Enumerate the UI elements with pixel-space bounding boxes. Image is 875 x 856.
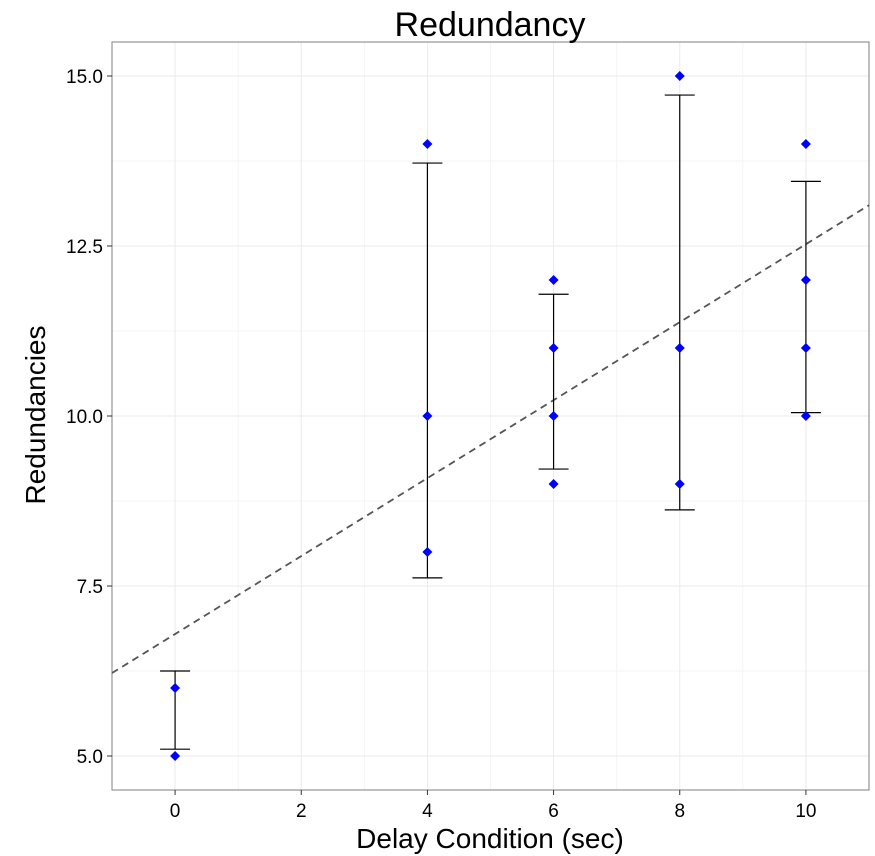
data-point [674, 343, 685, 353]
data-point [548, 411, 559, 421]
error-bar [790, 180, 821, 414]
x-tick-label: 4 [422, 801, 433, 822]
x-tick-label: 8 [674, 801, 685, 822]
error-bar [412, 162, 443, 579]
trend-line [111, 204, 870, 674]
chart-title: Redundancy [395, 6, 586, 44]
trend-line-group [111, 204, 870, 674]
data-point [674, 71, 685, 81]
data-point [170, 683, 181, 693]
data-point [548, 479, 559, 489]
x-axis-title: Delay Condition (sec) [356, 823, 624, 854]
data-point [800, 275, 811, 285]
data-point [548, 343, 559, 353]
y-tick-label: 5.0 [77, 747, 103, 768]
y-tick-label: 7.5 [77, 577, 103, 598]
grid [112, 42, 869, 790]
data-point [800, 411, 811, 421]
x-tick-label: 2 [296, 801, 307, 822]
x-tick-label: 6 [548, 801, 559, 822]
data-point [800, 139, 811, 149]
x-tick-label: 0 [170, 801, 181, 822]
data-point [674, 479, 685, 489]
data-point [422, 139, 433, 149]
y-tick-label: 10.0 [66, 407, 103, 428]
error-bar [538, 293, 569, 470]
y-tick-label: 12.5 [66, 237, 103, 258]
data-point [548, 275, 559, 285]
y-axis-title: Redundancies [20, 325, 51, 504]
error-bar [160, 670, 191, 750]
data-point [422, 411, 433, 421]
data-point [422, 547, 433, 557]
y-tick-label: 15.0 [66, 67, 103, 88]
y-axis-ticks: 5.0 7.5 10.0 12.5 15.0 [66, 67, 112, 768]
x-axis-ticks: 0 2 4 6 8 10 [170, 790, 816, 822]
data-point [800, 343, 811, 353]
x-tick-label: 10 [795, 801, 816, 822]
data-points [170, 71, 811, 761]
data-point [170, 751, 181, 761]
error-bar [664, 94, 695, 511]
